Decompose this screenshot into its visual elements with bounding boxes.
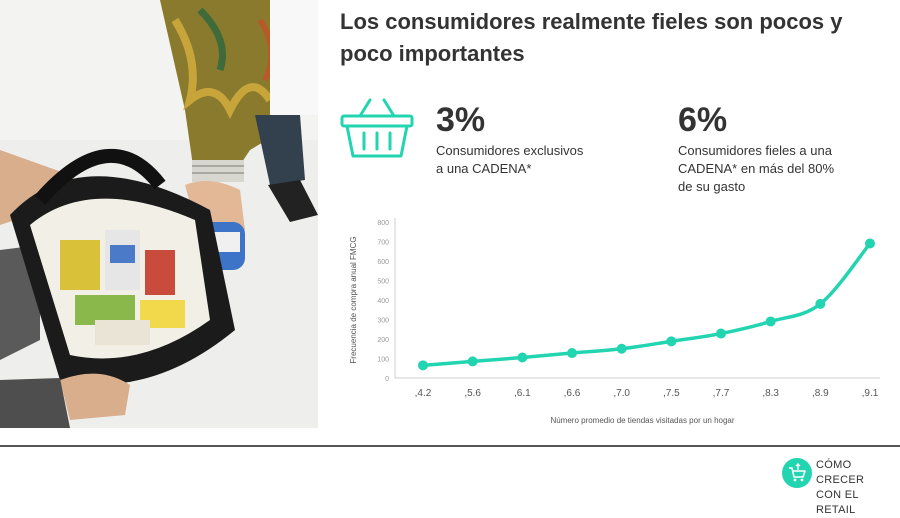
data-point	[567, 348, 577, 359]
data-point	[815, 298, 826, 309]
x-tick-label: ,9.1	[862, 388, 879, 399]
y-tick-label: 700	[377, 240, 389, 247]
x-axis-title: Número promedio de tiendas visitadas por…	[550, 416, 734, 425]
y-axis-title: Frecuencia de compra anual FMCG	[349, 236, 358, 363]
x-tick-label: ,5.6	[464, 388, 481, 399]
footer-divider	[0, 445, 900, 447]
stat-exclusive: 3% Consumidores exclusivos a una CADENA*	[436, 100, 636, 178]
x-tick-label: ,7.7	[713, 388, 730, 399]
stat-value: 3%	[436, 101, 486, 139]
stat-description: Consumidores fieles a una CADENA* en más…	[678, 143, 835, 194]
data-point	[716, 328, 726, 339]
brand-line-2: CON EL RETAIL	[816, 489, 859, 516]
stat-value: 6%	[678, 101, 728, 139]
x-tick-label: ,6.6	[564, 388, 581, 399]
x-tick-label: ,4.2	[415, 388, 432, 399]
data-point	[865, 238, 875, 249]
basket-icon	[340, 98, 414, 165]
photo-illustration	[0, 0, 318, 428]
y-tick-label: 600	[377, 259, 389, 266]
brand-line-1: CÓMO CRECER	[816, 459, 865, 486]
data-point	[765, 316, 776, 327]
y-tick-label: 100	[377, 357, 389, 364]
data-point	[666, 336, 677, 347]
y-tick-label: 300	[377, 318, 389, 325]
x-tick-label: ,7.5	[663, 388, 680, 399]
stat-description: Consumidores exclusivos a una CADENA*	[436, 143, 584, 176]
x-tick-label: ,8.3	[762, 388, 779, 399]
y-tick-label: 400	[377, 298, 389, 305]
stat-loyal: 6% Consumidores fieles a una CADENA* en …	[678, 100, 888, 196]
y-tick-label: 0	[385, 376, 389, 383]
y-tick-label: 500	[377, 279, 389, 286]
y-tick-label: 800	[377, 220, 389, 227]
data-point	[418, 360, 428, 371]
shopping-basket-photo	[0, 0, 318, 428]
data-point	[616, 343, 627, 354]
y-tick-label: 200	[377, 337, 389, 344]
line-chart: 0 100 200 300 400 500 600 700 800 ,4.2 ,5.6 ,6.1 ,6.…	[349, 218, 880, 425]
brand-name: CÓMO CRECER CON EL RETAIL	[816, 458, 900, 518]
series-line	[421, 241, 872, 368]
page-title: Los consumidores realmente fieles son po…	[340, 9, 843, 66]
data-point	[467, 356, 478, 367]
x-tick-label: ,7.0	[613, 388, 630, 399]
data-point	[517, 352, 528, 363]
x-tick-label: ,6.1	[514, 388, 531, 399]
cart-logo-icon	[782, 458, 812, 493]
x-tick-label: ,8.9	[812, 388, 829, 399]
